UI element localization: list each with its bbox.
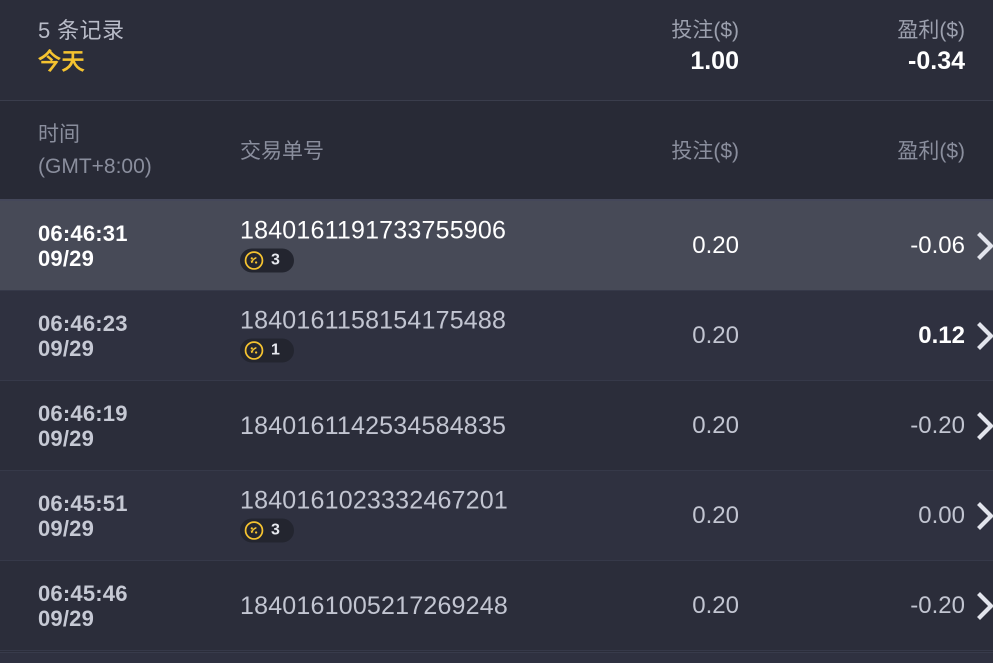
row-order-id: 1840161158154175488 bbox=[240, 306, 507, 334]
row-stake-value: 0.20 bbox=[692, 321, 739, 349]
row-order-cell: 1840161142534584835 bbox=[240, 411, 506, 441]
row-date-value: 09/29 bbox=[38, 335, 95, 361]
row-profit-value: -0.06 bbox=[910, 231, 965, 259]
chevron-right-icon[interactable] bbox=[976, 499, 993, 533]
order-badge: 3 bbox=[240, 518, 294, 542]
summary-left-group: 5 条记录 今天 bbox=[38, 16, 124, 76]
row-detail-chevron[interactable] bbox=[976, 229, 993, 263]
row-order-id: 1840161023332467201 bbox=[240, 486, 508, 514]
column-header-time-line2: (GMT+8:00) bbox=[38, 155, 152, 178]
order-badge-count: 1 bbox=[271, 341, 280, 358]
order-badge-count: 3 bbox=[271, 251, 280, 268]
row-detail-chevron[interactable] bbox=[976, 589, 993, 623]
boost-coin-icon bbox=[244, 520, 264, 540]
row-time-value: 06:46:31 bbox=[38, 220, 128, 246]
row-order-cell: 1840161023332467201 3 bbox=[240, 485, 508, 546]
row-date-value: 09/29 bbox=[38, 245, 95, 271]
table-row[interactable]: 06:46:31 09/29 1840161191733755906 3 0.2… bbox=[0, 201, 993, 291]
summary-profit-label: 盈利($) bbox=[897, 19, 965, 42]
row-stake-value: 0.20 bbox=[692, 411, 739, 439]
list-bottom-edge bbox=[0, 652, 993, 663]
chevron-right-icon[interactable] bbox=[976, 229, 993, 263]
order-badge: 3 bbox=[240, 248, 294, 272]
column-header-time-line1: 时间 bbox=[38, 123, 80, 146]
row-time-cell: 06:45:46 09/29 bbox=[38, 581, 128, 631]
row-time-value: 06:46:19 bbox=[38, 400, 128, 426]
row-detail-chevron[interactable] bbox=[976, 499, 993, 533]
row-stake-value: 0.20 bbox=[692, 231, 739, 259]
table-column-header: 时间 (GMT+8:00) 交易单号 投注($) 盈利($) bbox=[0, 101, 993, 201]
column-header-stake: 投注($) bbox=[671, 140, 739, 163]
row-time-cell: 06:46:19 09/29 bbox=[38, 401, 128, 451]
row-profit-value: -0.20 bbox=[910, 411, 965, 439]
row-time-value: 06:45:51 bbox=[38, 490, 128, 516]
record-count-label: 5 条记录 bbox=[38, 18, 125, 43]
row-date-value: 09/29 bbox=[38, 425, 95, 451]
row-profit-value: 0.00 bbox=[918, 501, 965, 529]
row-order-cell: 1840161158154175488 1 bbox=[240, 305, 506, 366]
period-filter-label[interactable]: 今天 bbox=[38, 48, 85, 74]
boost-coin-icon bbox=[244, 250, 264, 270]
column-header-profit: 盈利($) bbox=[897, 140, 965, 163]
row-detail-chevron[interactable] bbox=[976, 409, 993, 443]
chevron-right-icon[interactable] bbox=[976, 319, 993, 353]
summary-profit-value: -0.34 bbox=[908, 47, 965, 75]
row-stake-value: 0.20 bbox=[692, 501, 739, 529]
table-row[interactable]: 06:45:46 09/29 1840161005217269248 0.20 … bbox=[0, 561, 993, 651]
row-order-id: 1840161005217269248 bbox=[240, 591, 508, 620]
row-time-cell: 06:46:31 09/29 bbox=[38, 221, 128, 271]
row-stake-value: 0.20 bbox=[692, 591, 739, 619]
row-time-cell: 06:46:23 09/29 bbox=[38, 311, 128, 361]
summary-profit-metric: 盈利($) -0.34 bbox=[897, 16, 965, 76]
chevron-right-icon[interactable] bbox=[976, 409, 993, 443]
table-row[interactable]: 06:46:19 09/29 1840161142534584835 0.20 … bbox=[0, 381, 993, 471]
row-time-value: 06:46:23 bbox=[38, 310, 128, 336]
row-order-id: 1840161142534584835 bbox=[240, 411, 507, 440]
row-detail-chevron[interactable] bbox=[976, 319, 993, 353]
row-order-id: 1840161191733755906 bbox=[240, 216, 507, 244]
row-order-cell: 1840161005217269248 bbox=[240, 591, 508, 621]
table-row[interactable]: 06:45:51 09/29 1840161023332467201 3 0.2… bbox=[0, 471, 993, 561]
row-date-value: 09/29 bbox=[38, 515, 95, 541]
table-row[interactable]: 06:46:23 09/29 1840161158154175488 1 0.2… bbox=[0, 291, 993, 381]
row-date-value: 09/29 bbox=[38, 605, 95, 631]
order-badge: 1 bbox=[240, 338, 294, 362]
boost-coin-icon bbox=[244, 340, 264, 360]
order-badge-count: 3 bbox=[271, 521, 280, 538]
row-time-value: 06:45:46 bbox=[38, 580, 128, 606]
row-time-cell: 06:45:51 09/29 bbox=[38, 491, 128, 541]
summary-stake-label: 投注($) bbox=[671, 19, 739, 42]
row-order-cell: 1840161191733755906 3 bbox=[240, 215, 506, 276]
chevron-right-icon[interactable] bbox=[976, 589, 993, 623]
row-profit-value: 0.12 bbox=[918, 321, 965, 349]
column-header-time: 时间 (GMT+8:00) bbox=[38, 119, 152, 183]
summary-header: 5 条记录 今天 投注($) 1.00 盈利($) -0.34 bbox=[0, 0, 993, 101]
summary-stake-value: 1.00 bbox=[690, 47, 739, 75]
column-header-order-id: 交易单号 bbox=[240, 140, 324, 163]
summary-stake-metric: 投注($) 1.00 bbox=[671, 16, 739, 76]
row-profit-value: -0.20 bbox=[910, 591, 965, 619]
bet-history-list[interactable]: 06:46:31 09/29 1840161191733755906 3 0.2… bbox=[0, 201, 993, 663]
